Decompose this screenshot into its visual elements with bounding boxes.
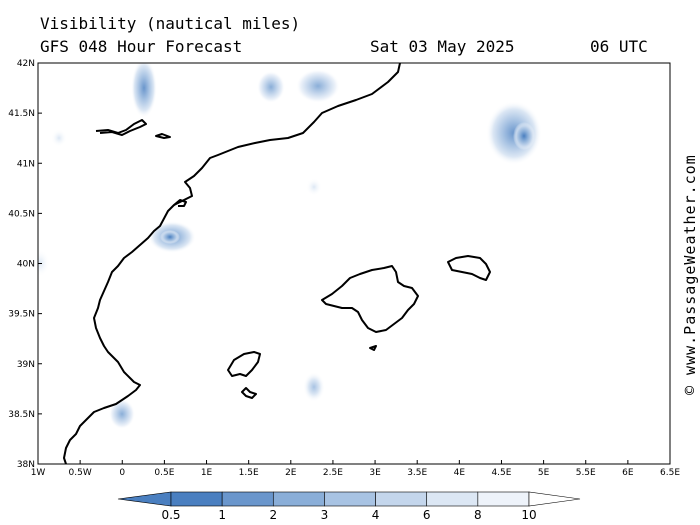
x-tick-label: 5.5E	[576, 468, 596, 478]
y-tick-label: 38.5N	[8, 410, 35, 420]
forecast-time: 06 UTC	[590, 37, 648, 56]
colorbar-swatch	[477, 491, 530, 507]
y-tick-label: 39.5N	[8, 310, 35, 320]
y-axis: 42N 41.5N 41N 40.5N 40N 39.5N 39N 38.5N 38N	[8, 59, 42, 470]
cabrera-islet	[369, 345, 377, 351]
x-tick-label: 0.5E	[154, 468, 174, 478]
x-tick-label: 4E	[454, 468, 466, 478]
x-tick-label: 6E	[622, 468, 634, 478]
menorca-coastline	[447, 255, 491, 281]
y-tick-label: 41.5N	[8, 109, 35, 119]
x-tick-label: 5E	[538, 468, 550, 478]
x-tick-label: 2.5E	[323, 468, 343, 478]
y-tick-label: 40.5N	[8, 209, 35, 219]
y-tick-label: 42N	[17, 59, 35, 69]
colorbar-high-arrow	[528, 491, 581, 507]
colorbar-swatch	[272, 491, 325, 507]
fog-patch	[131, 63, 157, 118]
x-tick-label: 0	[119, 468, 125, 478]
x-tick-label: 3.5E	[407, 468, 427, 478]
colorbar-label: 2	[269, 508, 277, 522]
credit-text: © www.PassageWeather.com	[681, 154, 699, 395]
x-tick-label: 1E	[201, 468, 213, 478]
forecast-label: GFS 048 Hour Forecast	[40, 37, 243, 56]
colorbar-legend: 0.5 1 2 3 4 6 8 10	[117, 491, 581, 522]
x-tick-label: 1.5E	[239, 468, 259, 478]
fog-patch	[513, 122, 535, 150]
fog-patch	[160, 230, 180, 244]
map-frame	[37, 62, 671, 465]
mallorca-coastline	[321, 265, 419, 333]
y-tick-label: 39N	[17, 360, 35, 370]
y-tick-label: 40N	[17, 260, 35, 270]
fog-patch	[257, 71, 285, 103]
y-tick-label: 41N	[17, 159, 35, 169]
fog-patch	[38, 249, 50, 277]
colorbar-label: 3	[321, 508, 329, 522]
x-axis: 1W 0.5W 0 0.5E 1E 1.5E 2E 2.5E 3E 3.5E 4E 4.5E 5E 5.5…	[31, 460, 680, 478]
spain-coastline	[63, 63, 401, 464]
x-tick-label: 1W	[31, 468, 46, 478]
forecast-date: Sat 03 May 2025	[370, 37, 515, 56]
ebro-delta-islet	[155, 133, 171, 139]
colorbar-swatch	[221, 491, 274, 507]
colorbar-label: 0.5	[161, 508, 180, 522]
colorbar-swatch	[324, 491, 376, 507]
colorbar-swatch	[375, 491, 428, 507]
map-title: Visibility (nautical miles)	[40, 14, 301, 33]
x-tick-label: 6.5E	[660, 468, 680, 478]
colorbar-label: 10	[521, 508, 536, 522]
fog-patch	[303, 372, 325, 402]
colorbar-swatch	[426, 491, 479, 507]
colorbar-label: 6	[423, 508, 431, 522]
northern-coast-detail	[95, 119, 147, 136]
fog-patch	[296, 69, 340, 103]
x-tick-label: 4.5E	[491, 468, 511, 478]
colorbar-swatch	[170, 491, 223, 507]
formentera-coastline	[241, 387, 257, 399]
fog-patch	[51, 129, 67, 147]
colorbar-label: 1	[218, 508, 226, 522]
fog-patch	[306, 178, 322, 196]
x-tick-label: 0.5W	[69, 468, 92, 478]
colorbar-label: 8	[474, 508, 482, 522]
coastlines	[63, 63, 491, 464]
colorbar-low-arrow	[117, 491, 172, 507]
cape-detail	[173, 199, 187, 207]
x-tick-label: 2E	[285, 468, 297, 478]
y-tick-label: 38N	[17, 460, 35, 470]
x-tick-label: 3E	[369, 468, 381, 478]
colorbar-label: 4	[372, 508, 380, 522]
fog-patch	[109, 399, 135, 429]
visibility-patches	[38, 63, 542, 429]
ibiza-coastline	[227, 351, 261, 377]
